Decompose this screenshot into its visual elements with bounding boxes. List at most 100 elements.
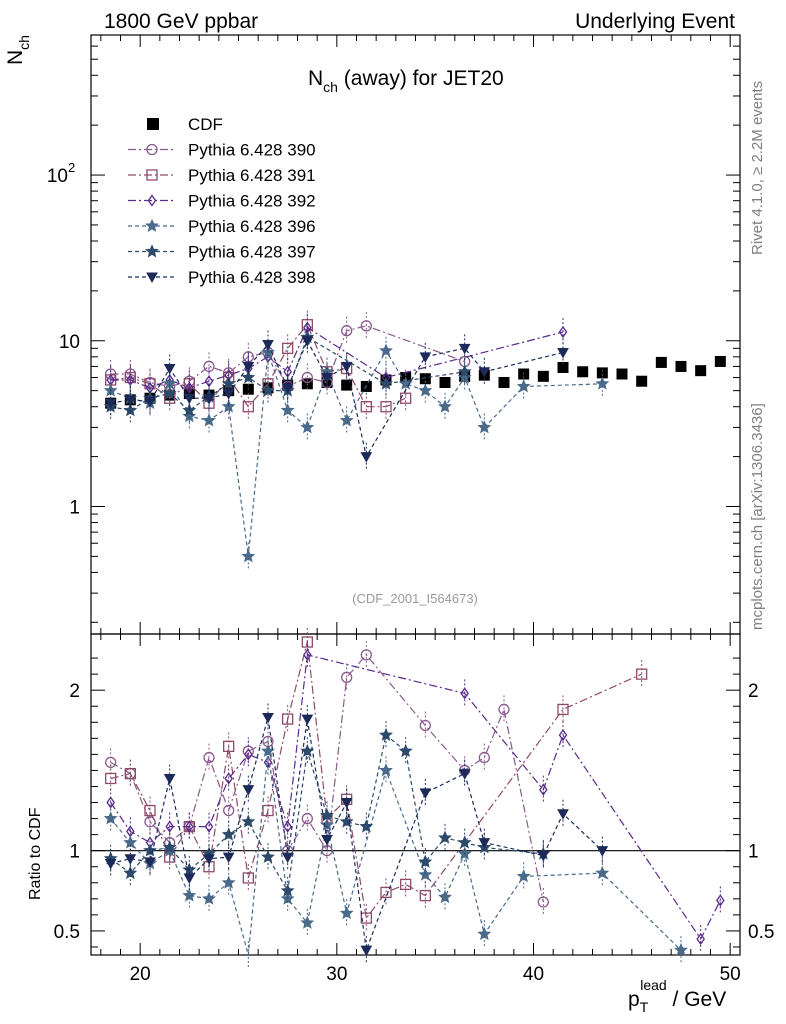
legend-marker <box>146 169 158 181</box>
series-1-main-point <box>360 320 372 332</box>
series-4-ratio-point <box>182 888 197 902</box>
series-1-ratio-point <box>203 751 215 764</box>
series-6-ratio-line <box>110 717 603 951</box>
series-2-ratio-point <box>282 713 294 725</box>
y-tick-label: 10 <box>47 166 68 187</box>
legend-label: Pythia 6.428 391 <box>188 166 316 185</box>
series-4-ratio-point <box>674 942 688 957</box>
series-6-ratio-point <box>163 773 176 785</box>
series-5-ratio-point <box>398 743 413 758</box>
series-2-main-line <box>110 323 406 408</box>
series-1-ratio-point <box>360 649 372 661</box>
series-6-ratio-point <box>242 785 255 796</box>
series-6-main-point <box>262 339 274 351</box>
series-5-ratio-point <box>320 808 334 822</box>
chart-title-sub: ch <box>323 79 338 95</box>
series-6-main-point <box>124 395 137 406</box>
series-5-ratio-point <box>162 840 177 854</box>
series-6-ratio-point <box>104 859 117 870</box>
series-1-ratio-point <box>341 671 353 683</box>
series-1-ratio-point <box>105 756 117 769</box>
series-6-ratio-point <box>144 857 156 868</box>
series-4-ratio-point <box>221 875 236 889</box>
series-0-main-point <box>498 376 510 388</box>
series-6-main-point <box>281 383 294 394</box>
series-6-main-point <box>321 373 333 384</box>
series-4-ratio-point <box>438 889 452 904</box>
y-tick-label: 10 <box>59 332 80 353</box>
chart-title: Nch (away) for JET20 <box>308 67 504 95</box>
x-label-sub: T <box>640 999 649 1015</box>
series-2-ratio-point <box>557 703 569 716</box>
legend-label: Pythia 6.428 390 <box>188 141 316 160</box>
series-4-main-point <box>595 376 610 390</box>
series-3-ratio-point <box>460 687 469 700</box>
series-3-ratio-point <box>716 894 725 907</box>
side-text-bottom: mcplots.cern.ch [arXiv:1306.3436] <box>749 403 766 630</box>
ratio-tick-label-right: 2 <box>748 681 759 702</box>
series-6-ratio-point <box>124 854 137 865</box>
series-5-ratio-point <box>379 727 393 742</box>
legend-marker <box>147 194 157 207</box>
series-4-ratio-point <box>418 867 433 881</box>
ratio-tick-label: 1 <box>69 842 80 863</box>
series-6-main-point <box>242 361 255 373</box>
series-6-main-point <box>104 398 117 410</box>
series-6-main-point <box>222 389 235 400</box>
ratio-axes: 20 30 40 50 0.5 0.5 1 1 2 2 <box>54 634 774 985</box>
series-6-ratio-point <box>301 714 314 726</box>
series-3-ratio-point <box>303 648 312 661</box>
series-1-main-point <box>341 325 353 337</box>
legend-marker <box>145 244 159 258</box>
series-4-main-point <box>202 413 216 427</box>
legend-marker <box>146 143 158 156</box>
series-1-ratio-point <box>301 812 313 825</box>
series-0-main-point <box>695 365 707 377</box>
series-5-ratio-point <box>221 827 236 841</box>
series-5-ratio-point <box>457 835 472 849</box>
series-3-ratio-point <box>558 728 568 742</box>
series-4-ratio-point <box>103 811 118 825</box>
series-4-main-point <box>280 403 295 417</box>
chart-title-main: N <box>308 67 323 90</box>
series-6-ratio-point <box>222 852 235 864</box>
series-6-main-point <box>557 347 569 359</box>
series-5-ratio-point <box>261 849 275 863</box>
legend: CDF Pythia 6.428 390 Pythia 6.428 391 Pythi… <box>128 115 316 287</box>
series-0-main-point <box>341 379 353 391</box>
series-6-ratio-point <box>419 788 432 799</box>
legend-marker <box>145 218 159 232</box>
series-2-ratio-point <box>360 912 372 924</box>
x-label-sup: lead <box>640 977 666 993</box>
series-6-main-point <box>163 364 176 375</box>
series-2-main-point <box>242 401 254 413</box>
series-1-ratio-point <box>478 751 490 764</box>
series-1-ratio-point <box>498 703 510 716</box>
series-4-main-point <box>339 413 354 427</box>
series-3-main-point <box>558 325 568 339</box>
series-6-main-point <box>203 393 215 405</box>
ratio-panel-frame <box>90 633 741 956</box>
series-3-ratio-point <box>263 756 273 769</box>
ratio-y-label: Ratio to CDF <box>27 807 44 900</box>
series-3-ratio-point <box>224 772 233 785</box>
series-6-main-line <box>110 339 564 459</box>
series-5-main-point <box>162 386 177 400</box>
series-4-main-point <box>221 399 236 413</box>
ratio-tick-label: 2 <box>69 681 80 702</box>
series-4-ratio-point <box>595 865 610 880</box>
series-4-ratio-point <box>320 817 334 831</box>
series-4-ratio-point <box>516 869 531 883</box>
series-3-ratio-point <box>283 820 292 833</box>
series-4-ratio-point <box>202 891 216 905</box>
series-4-main-point <box>516 379 531 393</box>
series-2-ratio-point <box>380 886 392 899</box>
series-3-ratio-point <box>696 932 705 946</box>
series-4-main-point <box>182 409 197 423</box>
series-1-ratio-point <box>537 896 549 908</box>
series-6-main-point <box>301 336 314 347</box>
series-6-ratio-point <box>321 834 333 846</box>
ratio-tick-label-right: 0.5 <box>748 922 774 943</box>
series-0-main-point <box>616 368 628 380</box>
